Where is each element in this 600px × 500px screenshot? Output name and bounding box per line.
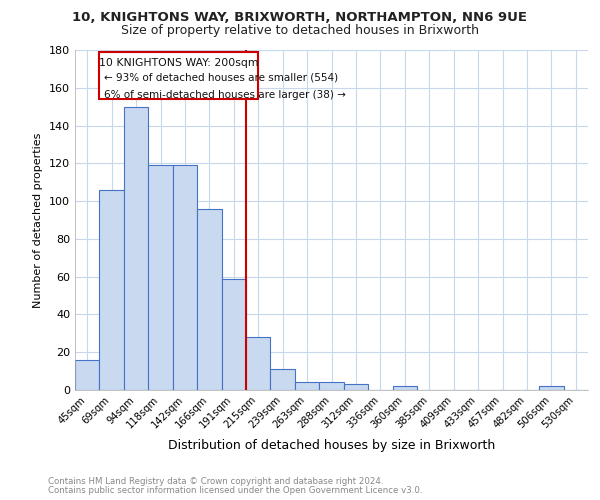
Text: 10, KNIGHTONS WAY, BRIXWORTH, NORTHAMPTON, NN6 9UE: 10, KNIGHTONS WAY, BRIXWORTH, NORTHAMPTO… (73, 11, 527, 24)
Bar (319, 382, 344, 390)
Text: Contains public sector information licensed under the Open Government Licence v3: Contains public sector information licen… (48, 486, 422, 495)
Text: Contains HM Land Registry data © Crown copyright and database right 2024.: Contains HM Land Registry data © Crown c… (48, 477, 383, 486)
Bar (221, 278, 246, 390)
Y-axis label: Number of detached properties: Number of detached properties (34, 132, 43, 308)
Text: 6% of semi-detached houses are larger (38) →: 6% of semi-detached houses are larger (3… (104, 90, 346, 100)
Text: Size of property relative to detached houses in Brixworth: Size of property relative to detached ho… (121, 24, 479, 37)
Bar (197, 208, 221, 390)
Bar (173, 165, 197, 390)
Bar (295, 382, 319, 390)
Bar (539, 386, 563, 390)
FancyBboxPatch shape (100, 52, 258, 99)
Bar (100, 190, 124, 390)
Bar (344, 384, 368, 390)
Bar (246, 337, 271, 390)
Bar (124, 106, 148, 390)
Bar (148, 165, 173, 390)
X-axis label: Distribution of detached houses by size in Brixworth: Distribution of detached houses by size … (168, 439, 495, 452)
Bar (271, 369, 295, 390)
Text: 10 KNIGHTONS WAY: 200sqm: 10 KNIGHTONS WAY: 200sqm (99, 58, 259, 68)
Text: ← 93% of detached houses are smaller (554): ← 93% of detached houses are smaller (55… (104, 72, 338, 83)
Bar (75, 360, 100, 390)
Bar (392, 386, 417, 390)
